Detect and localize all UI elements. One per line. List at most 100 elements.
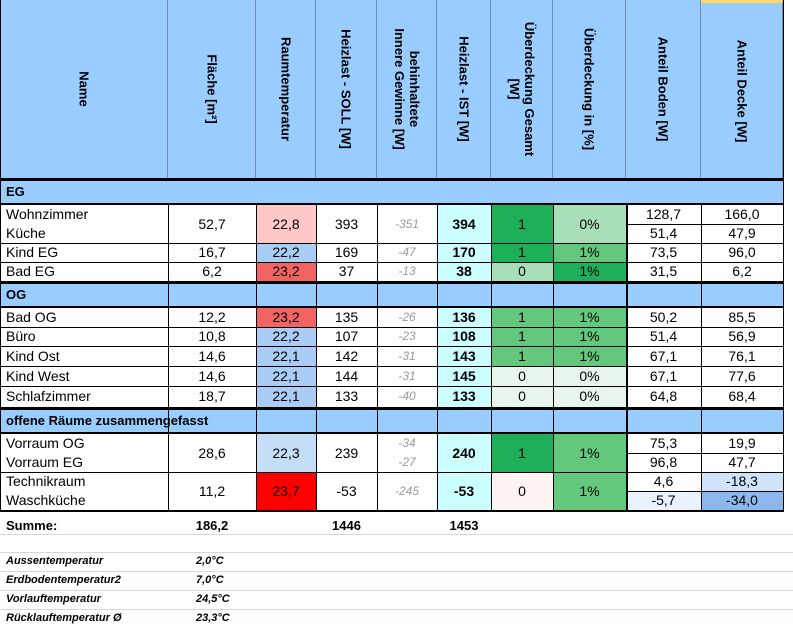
header-heizlast-ist[interactable]: Heizlast - IST [W] [437, 0, 491, 178]
header-flaeche[interactable]: Fläche [m²] [168, 0, 256, 178]
soll-cell[interactable]: 133 [334, 388, 359, 404]
boden-cell[interactable]: 96,8 [649, 454, 678, 470]
boden-cell[interactable]: 31,5 [649, 263, 678, 279]
decke-cell[interactable]: 19,9 [728, 435, 756, 451]
innere-cell[interactable]: -27 [398, 455, 416, 469]
pct-cell[interactable]: 1% [553, 346, 626, 366]
decke-cell[interactable]: 47,7 [728, 454, 756, 470]
pct-cell[interactable]: 1% [553, 327, 626, 346]
ist-cell[interactable]: 133 [437, 386, 491, 407]
ueberdeckung-cell[interactable]: 1 [491, 205, 553, 243]
summe-flaeche[interactable]: 186,2 [195, 518, 229, 533]
ueberdeckung-cell[interactable]: 1 [491, 434, 553, 472]
temp-cell[interactable]: 23,2 [256, 308, 316, 327]
room-name-technikraum[interactable]: Technikraum [6, 473, 86, 489]
temp-cell[interactable]: 23,2 [256, 262, 316, 281]
ist-cell[interactable]: 143 [437, 346, 491, 366]
ueberdeckung-cell[interactable]: 0 [491, 472, 553, 510]
soll-cell[interactable]: 144 [334, 368, 359, 384]
header-ueberdeckung-gesamt[interactable]: Überdeckung Gesamt [W] [491, 0, 553, 178]
decke-cell[interactable]: 47,9 [728, 225, 756, 241]
decke-cell[interactable]: 56,9 [728, 328, 756, 344]
room-name-vorraum-eg[interactable]: Vorraum EG [6, 454, 84, 470]
header-innere-gewinne[interactable]: behinhaltete Innere Gewinne [W] [377, 0, 437, 178]
boden-cell[interactable]: 67,1 [649, 348, 678, 364]
decke-cell[interactable]: 77,6 [728, 368, 756, 384]
innere-cell[interactable]: -31 [398, 369, 416, 383]
flaeche-cell[interactable]: 6,2 [202, 263, 222, 279]
innere-cell[interactable]: -26 [398, 310, 416, 324]
flaeche-cell[interactable]: 14,6 [198, 348, 226, 364]
temp-cell[interactable]: 22,1 [256, 386, 316, 407]
decke-cell[interactable]: 96,0 [728, 244, 756, 260]
room-name-waschkueche[interactable]: Waschküche [6, 492, 86, 508]
boden-cell[interactable]: 67,1 [649, 368, 678, 384]
ist-cell[interactable]: 394 [437, 205, 491, 243]
temp-cell[interactable]: 23,7 [256, 472, 316, 510]
decke-cell[interactable]: 85,5 [728, 309, 756, 325]
soll-cell[interactable]: 142 [334, 348, 359, 364]
flaeche-cell[interactable]: 14,6 [198, 368, 226, 384]
boden-cell[interactable]: 4,6 [653, 473, 674, 489]
header-name[interactable]: Name [0, 0, 168, 178]
decke-cell[interactable]: 166,0 [724, 206, 760, 222]
flaeche-cell[interactable]: 18,7 [198, 388, 226, 404]
temp-cell[interactable]: 22,1 [256, 346, 316, 366]
soll-cell[interactable]: 107 [334, 328, 359, 344]
ueberdeckung-cell[interactable]: 1 [491, 243, 553, 262]
pct-cell[interactable]: 1% [553, 308, 626, 327]
ueberdeckung-cell[interactable]: 1 [491, 308, 553, 327]
flaeche-cell[interactable]: 28,6 [198, 445, 226, 461]
ueberdeckung-cell[interactable]: 0 [491, 366, 553, 386]
soll-cell[interactable]: 239 [334, 445, 359, 461]
innere-cell[interactable]: -351 [394, 217, 420, 231]
decke-cell[interactable]: 6,2 [732, 263, 752, 279]
header-anteil-boden[interactable]: Anteil Boden [W] [626, 0, 701, 178]
flaeche-cell[interactable]: 52,7 [198, 216, 226, 232]
innere-cell[interactable]: -13 [398, 264, 416, 278]
pct-cell[interactable]: 1% [553, 434, 626, 472]
temp-cell[interactable]: 22,8 [256, 205, 316, 243]
decke-cell[interactable]: 76,1 [728, 348, 756, 364]
ist-cell[interactable]: 38 [437, 262, 491, 281]
temp-cell[interactable]: 22,2 [256, 243, 316, 262]
decke-cell[interactable]: -34,0 [701, 491, 783, 510]
header-heizlast-soll[interactable]: Heizlast - SOLL [W] [316, 0, 377, 178]
summe-soll[interactable]: 1446 [332, 518, 361, 533]
footer-value[interactable]: 7,0°C [196, 574, 224, 586]
ist-cell[interactable]: 170 [437, 243, 491, 262]
ueberdeckung-cell[interactable]: 1 [491, 346, 553, 366]
ist-cell[interactable]: 145 [437, 366, 491, 386]
ueberdeckung-cell[interactable]: 0 [491, 262, 553, 281]
decke-cell[interactable]: 68,4 [728, 388, 756, 404]
room-name-wohnzimmer[interactable]: Wohnzimmer [6, 206, 89, 222]
innere-cell[interactable]: -23 [398, 329, 416, 343]
room-name[interactable]: Büro [6, 328, 36, 344]
ist-cell[interactable]: 240 [437, 434, 491, 472]
innere-cell[interactable]: -245 [394, 484, 420, 498]
room-name[interactable]: Schlafzimmer [6, 388, 91, 404]
soll-cell[interactable]: 135 [334, 309, 359, 325]
boden-cell[interactable]: -5,7 [626, 491, 701, 510]
boden-cell[interactable]: 75,3 [649, 435, 678, 451]
flaeche-cell[interactable]: 12,2 [198, 309, 226, 325]
soll-cell[interactable]: -53 [336, 483, 357, 499]
soll-cell[interactable]: 169 [334, 244, 359, 260]
room-name[interactable]: Kind West [6, 368, 70, 384]
boden-cell[interactable]: 51,4 [649, 225, 678, 241]
innere-cell[interactable]: -40 [398, 389, 416, 403]
footer-value[interactable]: 23,3°C [196, 612, 230, 624]
boden-cell[interactable]: 128,7 [645, 206, 682, 222]
innere-cell[interactable]: -34 [398, 436, 416, 450]
pct-cell[interactable]: 0% [553, 205, 626, 243]
boden-cell[interactable]: 50,2 [649, 309, 678, 325]
temp-cell[interactable]: 22,1 [256, 366, 316, 386]
innere-cell[interactable]: -31 [398, 349, 416, 363]
soll-cell[interactable]: 393 [334, 216, 359, 232]
ist-cell[interactable]: 108 [437, 327, 491, 346]
pct-cell[interactable]: 1% [553, 243, 626, 262]
footer-value[interactable]: 2,0°C [196, 555, 224, 567]
ueberdeckung-cell[interactable]: 0 [491, 386, 553, 407]
boden-cell[interactable]: 73,5 [649, 244, 678, 260]
flaeche-cell[interactable]: 16,7 [198, 244, 226, 260]
